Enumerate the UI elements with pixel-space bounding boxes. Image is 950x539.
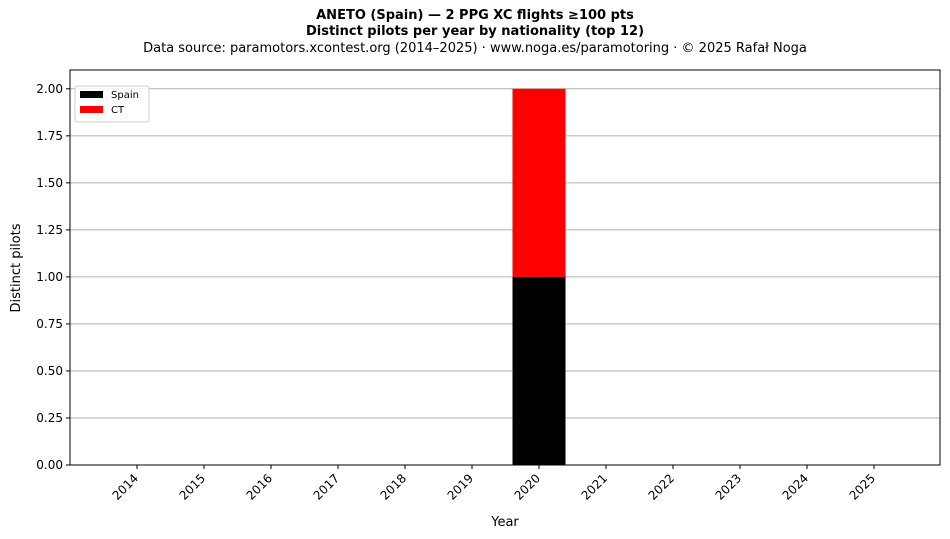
x-tick-label: 2015 bbox=[177, 471, 208, 502]
x-tick-label: 2016 bbox=[244, 471, 275, 502]
y-tick-label: 0.25 bbox=[36, 411, 63, 425]
y-tick-label: 1.25 bbox=[36, 223, 63, 237]
y-tick-label: 0.00 bbox=[36, 458, 63, 472]
legend-label-spain: Spain bbox=[111, 90, 139, 101]
x-tick-label: 2019 bbox=[445, 471, 476, 502]
y-tick-label: 1.75 bbox=[36, 129, 63, 143]
y-tick-label: 2.00 bbox=[36, 82, 63, 96]
x-tick-label: 2014 bbox=[110, 471, 141, 502]
y-tick-label: 1.50 bbox=[36, 176, 63, 190]
x-tick-label: 2018 bbox=[378, 471, 409, 502]
x-tick-label: 2021 bbox=[579, 471, 610, 502]
bar-spain-2020 bbox=[512, 276, 566, 465]
x-tick-label: 2020 bbox=[512, 471, 543, 502]
plot-frame bbox=[69, 69, 941, 466]
y-axis-label: Distinct pilots bbox=[9, 223, 24, 312]
x-axis: 2014 2015 2016 2017 2018 2019 2020 2021 2022 2023… bbox=[110, 465, 878, 503]
bar-ct-2020 bbox=[512, 88, 566, 277]
chart-title-second-line: Distinct pilots per year by nationality … bbox=[305, 24, 645, 39]
chart-titles: ANETO (Spain) — 2 PPG XC flights ≥100 pt… bbox=[0, 8, 950, 58]
chart-title: ANETO (Spain) — 2 PPG XC flights ≥100 pt… bbox=[316, 8, 634, 23]
x-axis-label: Year bbox=[490, 515, 519, 530]
x-tick-label: 2025 bbox=[847, 471, 878, 502]
x-tick-label: 2022 bbox=[646, 471, 677, 502]
legend-swatch-spain bbox=[80, 91, 103, 98]
chart-subtitle: Data source: paramotors.xcontest.org (20… bbox=[143, 41, 807, 56]
bars bbox=[512, 88, 566, 465]
y-tick-label: 1.00 bbox=[36, 270, 63, 284]
y-axis: 0.00 0.25 0.50 0.75 1.00 1.25 1.50 1.75 2.00 bbox=[36, 82, 70, 472]
x-tick-label: 2024 bbox=[780, 471, 811, 502]
grid-lines bbox=[70, 88, 940, 466]
legend-swatch-ct bbox=[80, 106, 103, 113]
y-tick-label: 0.75 bbox=[36, 317, 63, 331]
x-tick-label: 2017 bbox=[311, 471, 342, 502]
y-tick-label: 0.50 bbox=[36, 364, 63, 378]
x-tick-label: 2023 bbox=[713, 471, 744, 502]
legend-label-ct: CT bbox=[111, 105, 125, 116]
legend: Spain CT bbox=[74, 85, 150, 123]
